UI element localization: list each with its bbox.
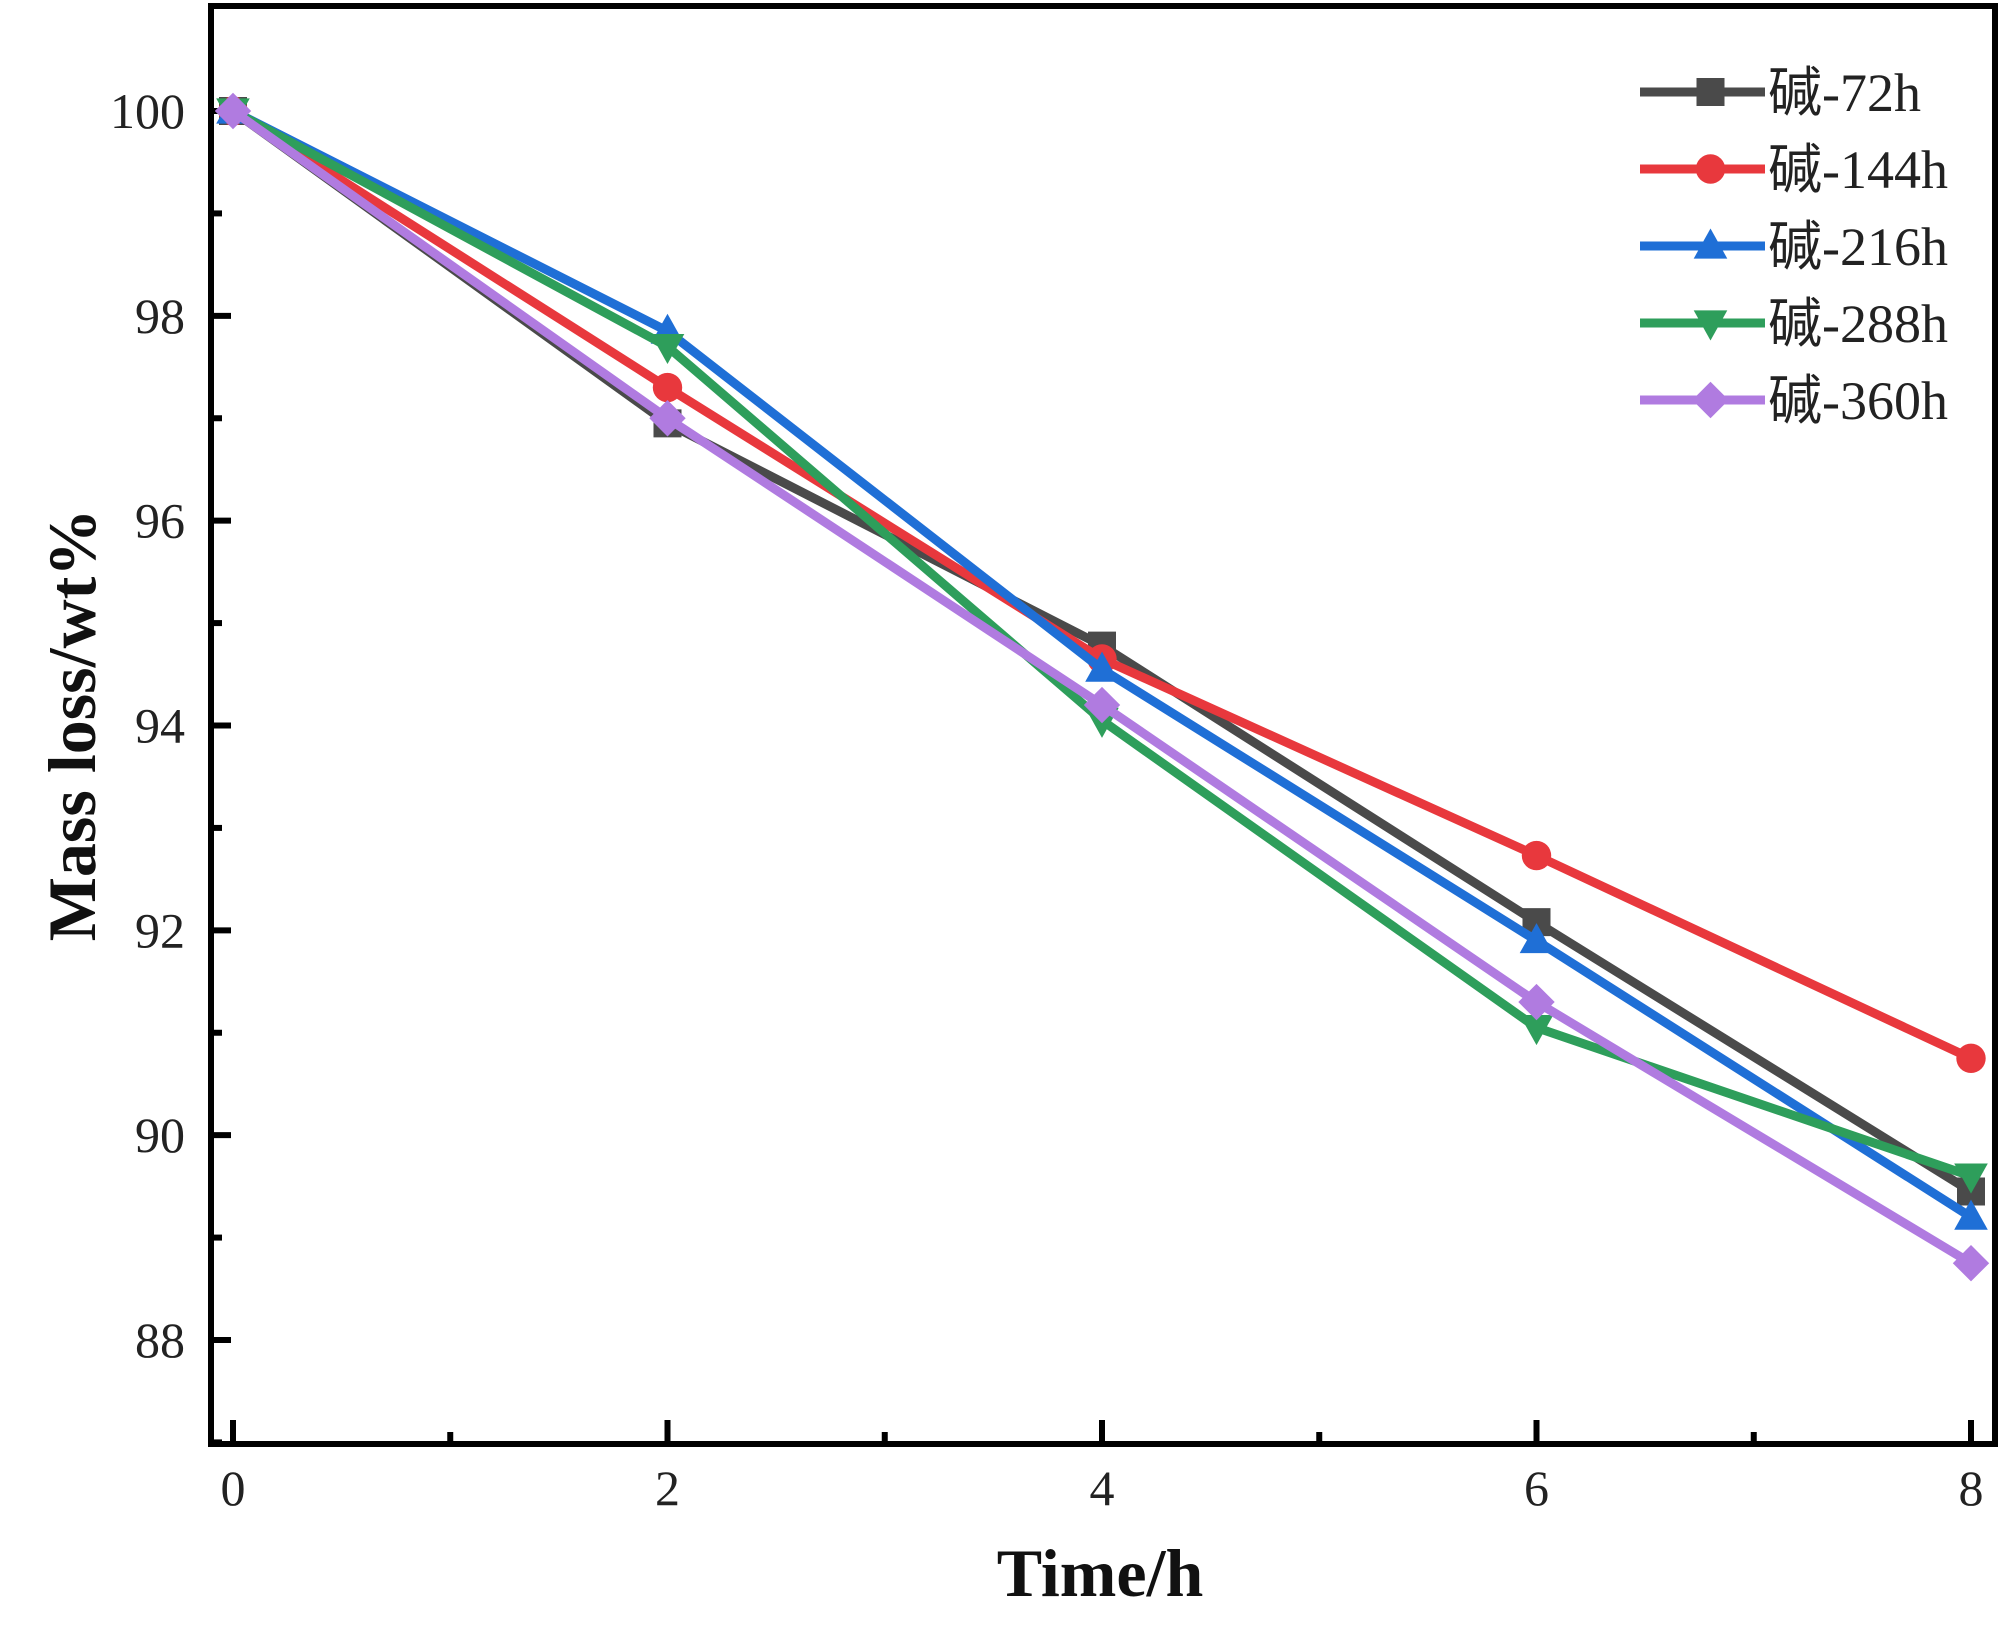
y-tick-label: 100 [110,83,185,139]
legend-item: 碱-360h [1640,371,1948,431]
data-point [1952,1244,1990,1282]
x-axis: 0 2 4 6 8 [221,1420,1984,1516]
legend: 碱-72h 碱-144h 碱-216h 碱-288h 碱-360h [1640,63,1948,431]
x-tick-label: 8 [1959,1460,1984,1516]
data-point [1954,1199,1988,1230]
legend-label: 碱-360h [1768,371,1948,431]
series-5 [214,92,1990,1282]
legend-label: 碱-72h [1768,63,1921,123]
data-point [1521,840,1552,871]
legend-label: 碱-288h [1768,294,1948,354]
legend-label: 碱-216h [1768,217,1948,277]
legend-marker [1693,228,1728,259]
data-point [1519,1015,1554,1046]
data-point [649,400,686,437]
series-3 [216,93,1988,1230]
legend-item: 碱-288h [1640,294,1948,354]
data-point [1954,1163,1988,1194]
y-tick-label: 98 [135,288,185,344]
data-point [1519,923,1554,954]
x-tick-label: 6 [1524,1460,1549,1516]
x-axis-title: Time/h [997,1535,1204,1611]
data-point [214,92,252,130]
x-tick-label: 2 [655,1460,680,1516]
legend-item: 碱-72h [1640,63,1921,123]
y-tick-label: 94 [135,698,185,754]
x-tick-label: 4 [1090,1460,1115,1516]
y-axis: 88 90 92 94 96 98 100 [110,83,231,1446]
data-point [650,333,685,365]
data-point [1085,651,1119,682]
y-tick-label: 88 [135,1312,185,1368]
data-point [1956,1043,1986,1074]
legend-marker [1693,310,1728,341]
legend-marker [1692,381,1729,419]
legend-item: 碱-216h [1640,217,1948,277]
legend-item: 碱-144h [1640,140,1948,200]
data-point [1518,983,1555,1021]
y-tick-label: 96 [135,493,185,549]
legend-label: 碱-144h [1768,140,1948,200]
legend-marker [1695,154,1726,184]
y-tick-label: 92 [135,902,185,958]
y-axis-title: Mass loss/wt% [34,509,110,942]
data-point [1083,686,1121,724]
series-layer [214,92,1990,1282]
y-tick-label: 90 [135,1107,185,1163]
legend-marker [1696,78,1725,106]
data-point [652,372,683,403]
x-tick-label: 0 [221,1460,246,1516]
